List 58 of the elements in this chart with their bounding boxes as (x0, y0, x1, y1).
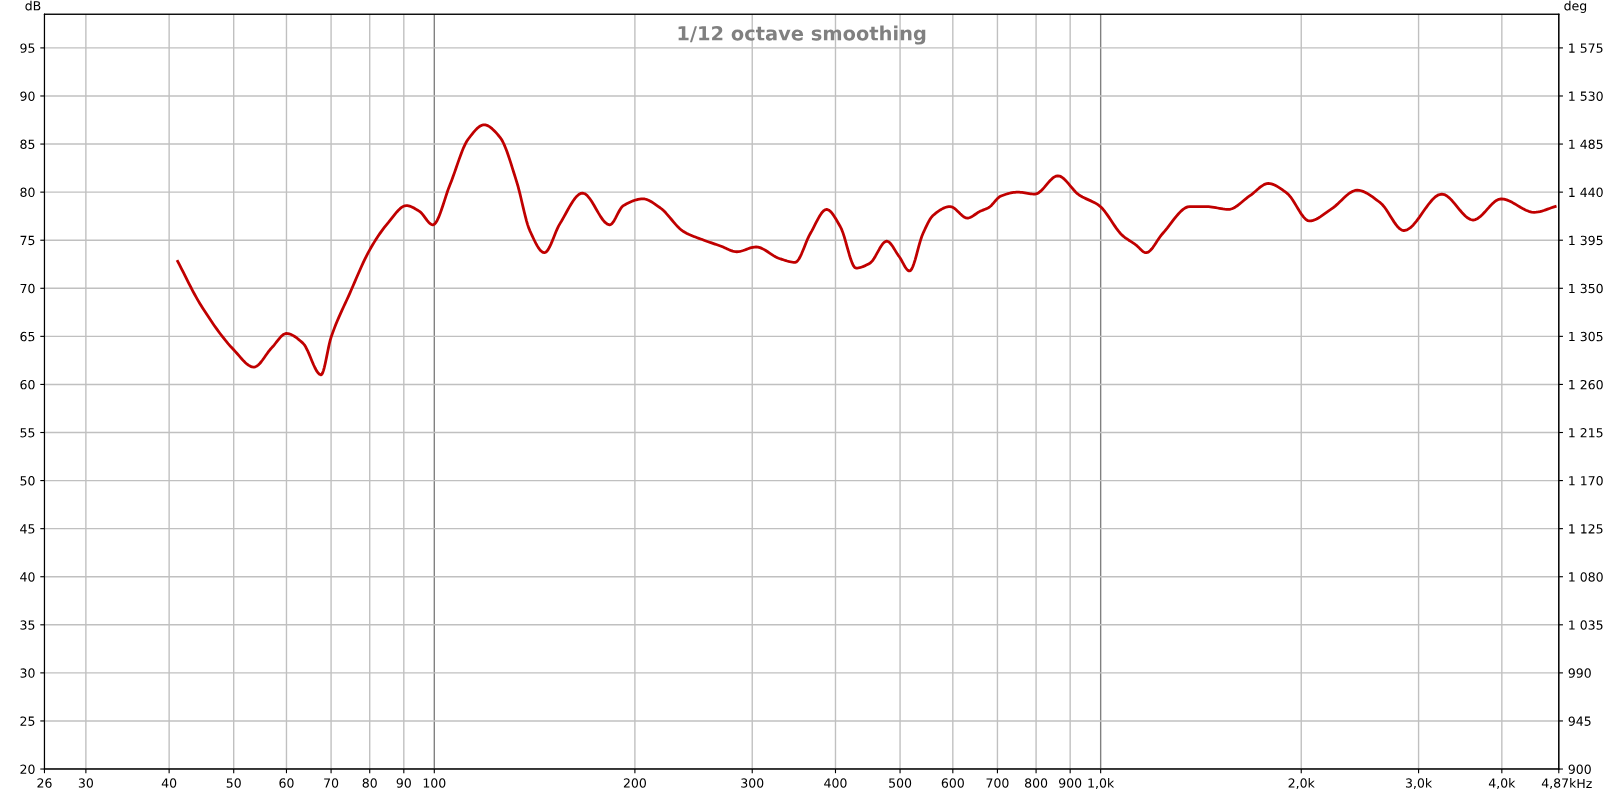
x-tick-label: 4,0k (1488, 778, 1516, 790)
y-tick-label: 30 (20, 668, 35, 678)
y-tick-label: 95 (20, 43, 35, 53)
y2-tick-label: 990 (1568, 668, 1591, 678)
x-tick-label: 40 (161, 778, 177, 788)
y-tick-label: 40 (20, 572, 35, 582)
x-tick-label: 800 (1024, 778, 1048, 788)
x-axis-title: Hz (1577, 778, 1592, 789)
y2-tick-label: 1 485 (1569, 139, 1603, 149)
y2-tick-label: 1 080 (1569, 572, 1603, 582)
y2-tick-label: 945 (1568, 716, 1591, 726)
x-tick-label: 2,0k (1288, 778, 1315, 790)
x-tick-label: 4,87k (1541, 778, 1577, 790)
y-tick-label: 85 (20, 139, 35, 149)
x-tick-label: 100 (423, 778, 446, 788)
x-tick-label: 80 (362, 778, 377, 788)
y2-tick-label: 1 260 (1569, 379, 1603, 390)
y-tick-label: 25 (20, 716, 35, 726)
y-tick-label: 20 (20, 764, 35, 774)
y2-tick-label: 1 215 (1569, 427, 1603, 438)
x-tick-label: 900 (1059, 778, 1082, 788)
x-tick-label: 500 (889, 778, 912, 788)
y2-axis-title: deg (1564, 0, 1587, 13)
x-tick-label: 3,0k (1405, 778, 1433, 790)
x-tick-label: 60 (279, 778, 294, 788)
x-tick-label: 90 (396, 778, 411, 788)
y2-tick-label: 1 575 (1569, 43, 1603, 53)
y2-tick-label: 900 (1568, 764, 1591, 774)
y2-tick-label: 1 395 (1569, 235, 1603, 246)
y2-tick-label: 1 530 (1569, 91, 1603, 101)
y2-tick-label: 1 035 (1569, 620, 1603, 630)
y-tick-label: 35 (20, 620, 35, 630)
y-tick-label: 45 (20, 524, 35, 534)
y2-tick-label: 1 305 (1569, 331, 1603, 342)
x-tick-label: 26 (37, 778, 52, 788)
y-tick-label: 60 (20, 379, 35, 390)
y-tick-label: 70 (20, 283, 35, 294)
x-tick-label: 70 (324, 778, 339, 788)
x-tick-label: 300 (741, 778, 764, 788)
y-tick-label: 80 (20, 187, 35, 198)
x-tick-label: 200 (623, 778, 646, 788)
y-tick-label: 90 (20, 91, 35, 101)
x-tick-label: 30 (78, 778, 93, 788)
y-tick-label: 65 (20, 331, 35, 342)
y-tick-label: 75 (20, 235, 35, 246)
x-tick-label: 50 (226, 778, 241, 788)
y-axis-title: dB (25, 0, 41, 11)
x-tick-label: 600 (941, 778, 964, 788)
y2-tick-label: 1 125 (1569, 524, 1603, 534)
x-tick-label: 700 (986, 778, 1009, 788)
text: 1/12 octave smoothing (678, 25, 926, 45)
x-tick-label: 400 (824, 778, 847, 788)
x-tick-label: 1,0k (1088, 778, 1115, 790)
y-tick-label: 55 (20, 428, 35, 438)
y2-tick-label: 1 170 (1569, 476, 1603, 486)
y2-tick-label: 1 350 (1569, 283, 1603, 294)
y-tick-label: 50 (20, 476, 35, 486)
y2-tick-label: 1 440 (1569, 187, 1603, 198)
